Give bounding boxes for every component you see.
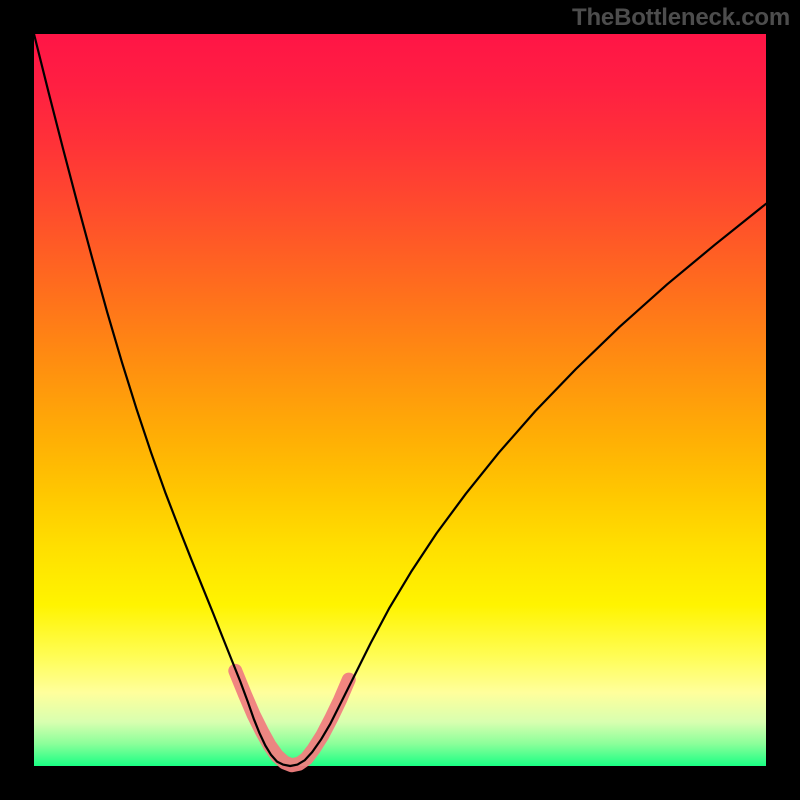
chart-frame: TheBottleneck.com bbox=[0, 0, 800, 800]
plot-background bbox=[34, 34, 766, 766]
watermark-text: TheBottleneck.com bbox=[572, 4, 790, 32]
chart-svg bbox=[0, 0, 800, 800]
